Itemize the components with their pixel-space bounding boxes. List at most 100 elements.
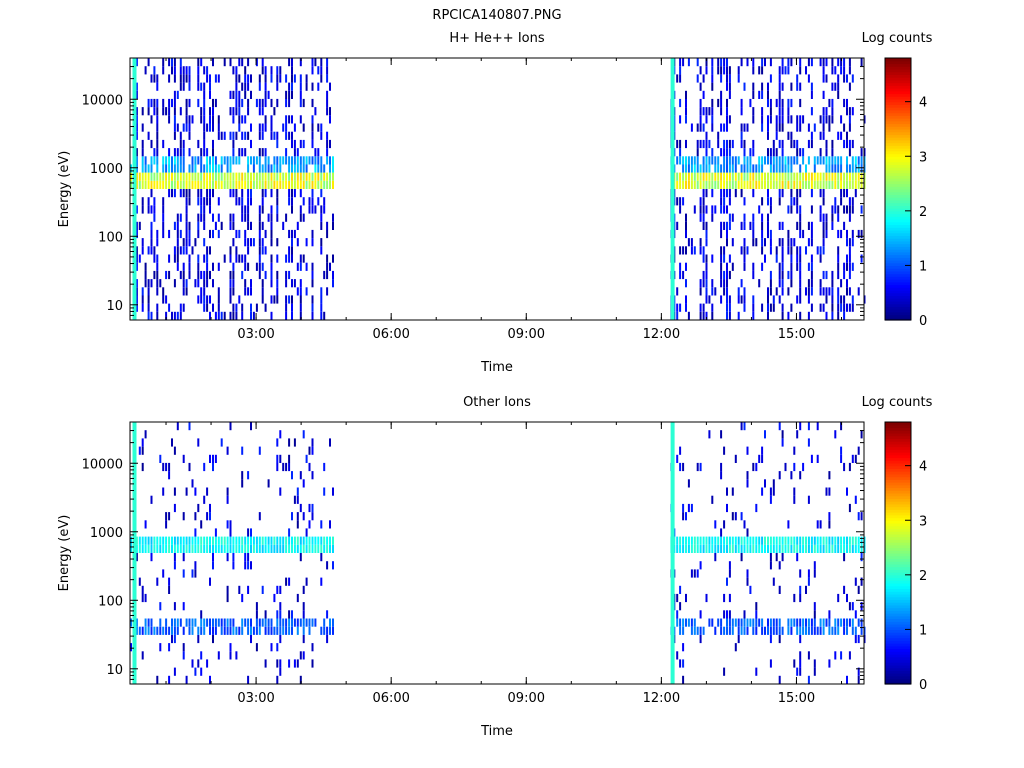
colorbar-step (885, 457, 911, 461)
heatmap-cell (332, 156, 334, 165)
heatmap-cell (226, 593, 229, 603)
colorbar-step (885, 670, 911, 674)
heatmap-cell (308, 536, 311, 545)
heatmap-cell (848, 197, 851, 206)
heatmap-cell (138, 577, 141, 586)
heatmap-cell (822, 213, 825, 222)
heatmap-cell (250, 123, 252, 132)
heatmap-cell (276, 66, 279, 75)
heatmap-cell (156, 172, 159, 181)
heatmap-cell (726, 172, 728, 181)
heatmap-cell (285, 303, 288, 312)
heatmap-cell (772, 544, 775, 553)
heatmap-cell (217, 303, 220, 312)
heatmap-cell (267, 180, 270, 189)
heatmap-cell (179, 311, 182, 320)
heatmap-cell (261, 279, 264, 288)
heatmap-cell (717, 131, 720, 140)
heatmap-cell (185, 618, 188, 627)
heatmap-cell (728, 213, 731, 222)
heatmap-cell (685, 303, 687, 312)
heatmap-cell (810, 270, 813, 280)
heatmap-cell (285, 577, 288, 586)
heatmap-cell (182, 626, 185, 635)
heatmap-cell (302, 156, 305, 165)
heatmap-cell (332, 164, 334, 173)
heatmap-cell (848, 180, 851, 189)
heatmap-cell (720, 462, 723, 472)
heatmap-cell (796, 221, 799, 230)
heatmap-cell (153, 544, 156, 553)
heatmap-cell (687, 164, 690, 173)
heatmap-cell (778, 634, 781, 644)
heatmap-cell (790, 246, 793, 255)
heatmap-cell (711, 213, 714, 222)
heatmap-cell (255, 262, 258, 271)
heatmap-cell (807, 295, 810, 304)
colorbar-step (885, 139, 911, 144)
colorbar-step (885, 468, 911, 472)
heatmap-cell (258, 618, 261, 627)
colorbar-step (885, 77, 911, 81)
heatmap-cell (200, 544, 203, 553)
heatmap-cell (676, 303, 679, 312)
heatmap-cell (699, 123, 702, 132)
heatmap-cell (250, 189, 252, 198)
heatmap-cell (270, 643, 273, 652)
x-tick-label: 09:00 (508, 691, 545, 706)
heatmap-cell (781, 180, 784, 189)
heatmap-cell (693, 156, 696, 165)
colorbar-step (885, 588, 911, 592)
heatmap-cell (676, 593, 679, 603)
heatmap-cell (285, 626, 288, 635)
heatmap-cell (728, 544, 731, 553)
heatmap-cell (261, 544, 264, 553)
heatmap-cell (767, 123, 769, 132)
heatmap-cell (778, 221, 781, 230)
heatmap-cell (276, 585, 279, 594)
heatmap-cell (819, 287, 822, 296)
heatmap-cell (726, 295, 728, 304)
heatmap-cell (816, 172, 819, 181)
heatmap-cell (179, 58, 182, 67)
heatmap-cell (846, 544, 848, 553)
colorbar-step (885, 98, 911, 103)
heatmap-cell (329, 520, 331, 529)
heatmap-cell (191, 569, 194, 578)
heatmap-cell (711, 58, 714, 67)
heatmap-cell (810, 303, 813, 312)
heatmap-cell (699, 205, 702, 214)
heatmap-cell (702, 164, 705, 173)
heatmap-cell (299, 156, 302, 165)
heatmap-cell (775, 254, 778, 263)
heatmap-cell (182, 602, 185, 611)
heatmap-cell (179, 536, 182, 545)
heatmap-cell (690, 246, 693, 255)
heatmap-cell (837, 205, 840, 214)
colorbar-step (885, 533, 911, 538)
heatmap-cell (708, 430, 711, 439)
colorbar-step (885, 539, 911, 543)
heatmap-cell (200, 197, 203, 206)
heatmap-cell (860, 536, 863, 545)
heatmap-cell (229, 287, 232, 296)
heatmap-cell (212, 172, 214, 181)
heatmap-cell (699, 610, 702, 619)
heatmap-cell (261, 180, 264, 189)
heatmap-cell (238, 180, 241, 189)
heatmap-cell (840, 295, 843, 304)
heatmap-cell (285, 536, 288, 545)
heatmap-cell (194, 238, 197, 247)
heatmap-cell (846, 487, 848, 496)
heatmap-cell (311, 303, 314, 312)
heatmap-cell (311, 438, 314, 447)
heatmap-cell (685, 90, 687, 99)
heatmap-cell (799, 172, 802, 181)
heatmap-cell (173, 115, 176, 124)
heatmap-cell (203, 197, 206, 206)
heatmap-cell (843, 618, 846, 627)
heatmap-cell (191, 115, 194, 124)
heatmap-cell (696, 462, 699, 472)
colorbar-step (885, 651, 911, 655)
